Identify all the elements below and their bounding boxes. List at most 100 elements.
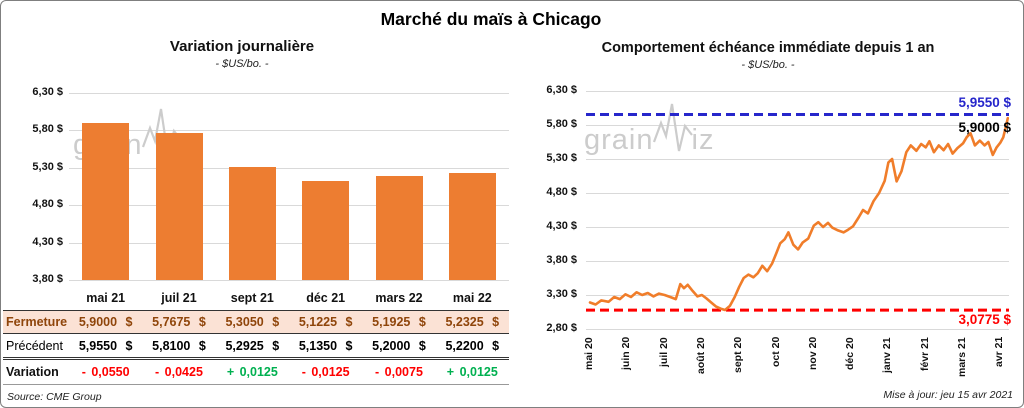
last-price-label: 5,9000 $ xyxy=(958,120,1011,135)
y-tick-label: 5,30 $ xyxy=(32,160,63,173)
y-tick-label: 6,30 $ xyxy=(32,86,63,98)
x-tick-label: août 20 xyxy=(694,337,707,374)
x-tick-label: mars 21 xyxy=(956,337,968,377)
table-cell: 5,8100 $ xyxy=(152,338,206,353)
y-tick-label: 4,80 $ xyxy=(546,186,577,198)
gridline xyxy=(69,242,509,244)
column-header: juil 21 xyxy=(161,290,197,305)
gridline xyxy=(69,130,509,132)
y-tick-label: 3,80 $ xyxy=(32,273,63,285)
table-cell: 5,9550 $ xyxy=(78,338,133,353)
bar-chart-y-axis: 6,30 $ 5,80 $ 5,30 $ 4,80 $ 4,30 $ 3,80 $ xyxy=(7,86,63,285)
bar-chart-title: Variation journalière xyxy=(169,38,315,55)
table-cell: + 0,0125 xyxy=(226,365,278,379)
y-tick-label: 4,80 $ xyxy=(32,198,63,211)
x-tick-label: juil 20 xyxy=(657,337,670,367)
table-cell: 5,2200 $ xyxy=(445,338,500,353)
bar xyxy=(82,122,130,280)
bar-chart-subtitle: - $US/bo. - xyxy=(215,58,269,70)
table-header-row: mai 21 juil 21 sept 21 déc 21 mars 22 mai 22 xyxy=(3,285,509,311)
table-cell: - 0,0425 xyxy=(155,365,203,379)
gridline xyxy=(69,93,509,94)
y-tick-label: 3,30 $ xyxy=(546,288,577,300)
gridline xyxy=(586,193,1009,194)
table-cell: 5,2000 $ xyxy=(372,338,426,353)
pulse-w-icon xyxy=(141,108,182,157)
column-header: mars 22 xyxy=(375,290,423,305)
gridline xyxy=(586,227,1009,228)
y-tick-label: 4,30 $ xyxy=(546,220,577,232)
x-tick-label: nov 20 xyxy=(806,337,819,371)
quotes-table: mai 21 juil 21 sept 21 déc 21 mars 22 mai 22 F… xyxy=(3,285,509,385)
bar xyxy=(228,167,276,280)
y-tick-label: 2,80 $ xyxy=(546,322,577,334)
bar xyxy=(448,172,496,280)
line-chart-title: Comportement échéance immédiate depuis 1… xyxy=(601,40,935,56)
gridline xyxy=(69,280,509,281)
table-cell: 5,3050 $ xyxy=(225,315,280,329)
watermark-text-iz: iz xyxy=(691,124,715,156)
bar xyxy=(375,175,423,280)
table-cell: - 0,0125 xyxy=(301,365,350,379)
line-chart-plot xyxy=(586,91,1009,330)
table-cell: 5,2325 $ xyxy=(445,315,500,329)
table-cell: 5,9000 $ xyxy=(78,315,133,329)
y-tick-label: 4,30 $ xyxy=(32,235,63,248)
update-note: Mise à jour: jeu 15 avr 2021 xyxy=(883,389,1013,401)
x-tick-label: avr 21 xyxy=(993,337,1006,368)
x-tick-label: oct 20 xyxy=(769,337,782,368)
table-cell: - 0,0550 xyxy=(81,365,130,379)
page-title: Marché du maïs à Chicago xyxy=(380,9,602,29)
table-cell: - 0,0075 xyxy=(375,365,423,379)
grainwiz-watermark: grain iz xyxy=(584,101,715,156)
y-tick-label: 5,80 $ xyxy=(546,118,577,130)
table-cell: 5,1350 $ xyxy=(298,338,353,353)
gridline xyxy=(586,159,1009,160)
price-line xyxy=(588,116,1009,312)
line-chart-y-axis: 6,30 $ 5,80 $ 5,30 $ 4,80 $ 4,30 $ 3,80 $ 3,30… xyxy=(521,84,577,334)
table-cell: + 0,0125 xyxy=(446,365,498,379)
gridline xyxy=(586,329,1009,330)
line-chart-x-axis: mai 20 juin 20 juil 20 août 20 sept 20 oct 20… xyxy=(583,337,1016,385)
table-row: Précédent 5,9550 $ 5,8100 $ 5,2925 $ 5,1350 … xyxy=(3,334,509,360)
gridline xyxy=(586,125,1009,126)
column-header: déc 21 xyxy=(306,290,346,305)
y-tick-label: 6,30 $ xyxy=(546,84,577,96)
column-header: mai 21 xyxy=(86,290,126,305)
table-row: Variation - 0,0550 - 0,0425 + 0,0125 - 0,012… xyxy=(3,360,509,385)
gridline xyxy=(586,295,1009,296)
pulse-w-icon xyxy=(652,103,693,152)
column-header: mai 22 xyxy=(452,290,492,305)
x-tick-label: févr 21 xyxy=(918,337,931,371)
gridline xyxy=(586,261,1009,262)
gridline xyxy=(69,205,509,207)
row-label: Fermeture xyxy=(6,315,68,329)
x-tick-label: sept 20 xyxy=(732,337,745,374)
y-tick-label: 5,80 $ xyxy=(32,123,63,136)
watermark-text-grain: grain xyxy=(584,124,654,156)
bar xyxy=(302,181,350,280)
y-tick-label: 3,80 $ xyxy=(546,254,577,266)
gridline xyxy=(586,91,1009,92)
table-cell: 5,2925 $ xyxy=(225,338,280,353)
table-row: Fermeture 5,9000 $ 5,7675 $ 5,3050 $ 5,1225 … xyxy=(3,311,509,334)
row-label: Précédent xyxy=(6,338,63,353)
bar xyxy=(155,132,203,280)
line-chart-subtitle: - $US/bo. - xyxy=(741,59,795,71)
gridline xyxy=(69,167,509,169)
table-cell: 5,7675 $ xyxy=(152,315,206,329)
source-note: Source: CME Group xyxy=(7,391,102,403)
high-ref-label: 5,9550 $ xyxy=(958,95,1011,110)
x-tick-label: mai 20 xyxy=(583,337,595,370)
bar-chart-plot xyxy=(69,93,509,281)
price-line-svg xyxy=(586,113,1009,312)
table-cell: 5,1225 $ xyxy=(298,315,353,329)
x-tick-label: déc 20 xyxy=(844,337,857,370)
row-label: Variation xyxy=(6,365,59,379)
y-tick-label: 5,30 $ xyxy=(546,152,577,164)
x-tick-label: juin 20 xyxy=(620,337,633,371)
x-tick-label: janv 21 xyxy=(881,337,894,373)
low-ref-label: 3,0775 $ xyxy=(958,312,1011,327)
column-header: sept 21 xyxy=(230,290,274,305)
